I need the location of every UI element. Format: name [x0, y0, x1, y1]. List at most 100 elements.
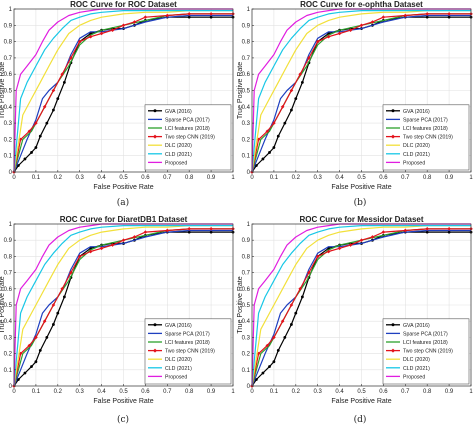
- series-point-4: [165, 228, 170, 233]
- series-point-4: [447, 12, 451, 16]
- series-group: [12, 8, 235, 174]
- series-point-1: [254, 378, 258, 381]
- y-tick-label: 0.2: [4, 137, 13, 143]
- y-tick-label: 1: [247, 7, 251, 13]
- legend-label-3: LCI features (2018): [165, 126, 210, 132]
- x-tick-label: 0.2: [292, 389, 301, 395]
- chart-panel-2: 0 0.1 0.2 0.3 0.4 0.5 0.6 0.7 0.8 0.9 1 0 0.1 0.2 0.3 0…: [237, 0, 473, 208]
- legend-label-2: Sparse PCA (2017): [165, 117, 210, 123]
- y-axis-label: True Positive Rate: [0, 62, 6, 119]
- y-tick-label: 0.3: [4, 335, 13, 341]
- x-tick-label: 0.7: [401, 175, 410, 181]
- series-line-6: [13, 225, 233, 387]
- series-point-4: [348, 243, 353, 247]
- chart-panel-4: 0 0.1 0.2 0.3 0.4 0.5 0.6 0.7 0.8 0.9 1 0 0.1 0.2 0.3 0…: [237, 215, 473, 425]
- series-point-1: [276, 134, 280, 138]
- legend-label-1: GVA (2016): [165, 323, 192, 329]
- series-point-4: [326, 249, 331, 254]
- x-tick-label: 0.8: [423, 175, 432, 181]
- series-point-4: [370, 235, 375, 239]
- x-tick-label: 0: [250, 175, 254, 181]
- y-tick-label: 0.6: [4, 72, 13, 78]
- legend-label-7: Proposed: [403, 374, 425, 380]
- series-point-1: [38, 134, 42, 138]
- series-point-1: [209, 230, 213, 234]
- x-tick-label: 0.2: [54, 175, 63, 181]
- y-tick-label: 0.4: [4, 319, 13, 325]
- y-axis-label: True Positive Rate: [237, 276, 244, 333]
- y-tick-label: 0.1: [242, 368, 251, 374]
- series-point-1: [272, 146, 276, 149]
- y-tick-label: 0.5: [242, 89, 251, 95]
- series-point-1: [56, 97, 60, 101]
- x-tick-label: 0.5: [357, 389, 366, 395]
- series-point-4: [209, 12, 213, 16]
- series-point-4: [403, 228, 408, 233]
- legend: GVA (2016) Sparse PCA (2017) LCI features …: [144, 104, 232, 171]
- series-point-4: [315, 254, 320, 259]
- series-point-1: [62, 80, 66, 84]
- series-point-4: [315, 39, 320, 44]
- legend-label-2: Sparse PCA (2017): [403, 331, 448, 337]
- y-tick-label: 0.4: [242, 319, 251, 325]
- y-tick-label: 0.6: [242, 287, 251, 293]
- x-tick-label: 0.7: [163, 175, 172, 181]
- series-point-1: [425, 15, 429, 19]
- series-point-1: [45, 336, 49, 339]
- series-point-4: [280, 105, 285, 109]
- series-point-4: [307, 270, 311, 275]
- x-tick-label: 0.6: [379, 175, 388, 181]
- series-point-4: [165, 13, 170, 18]
- series-point-4: [69, 56, 73, 60]
- y-tick-label: 0.5: [4, 303, 13, 309]
- x-axis-label: False Positive Rate: [331, 398, 391, 405]
- series-point-1: [16, 164, 20, 167]
- legend-label-5: DLC (2020): [165, 357, 192, 363]
- x-tick-label: 0.1: [32, 389, 41, 395]
- legend-box: [144, 318, 232, 385]
- series-point-4: [69, 270, 73, 275]
- series-point-1: [62, 295, 66, 299]
- x-tick-label: 0.1: [270, 175, 279, 181]
- series-point-4: [209, 227, 213, 231]
- series-point-4: [121, 238, 126, 242]
- y-tick-label: 0.2: [4, 352, 13, 358]
- series-point-1: [283, 121, 287, 125]
- series-point-4: [187, 227, 191, 231]
- y-tick-label: 0.9: [4, 23, 13, 29]
- series-point-4: [18, 351, 23, 356]
- series-point-4: [447, 227, 451, 231]
- series-point-4: [381, 230, 386, 234]
- series-point-1: [52, 323, 55, 326]
- y-tick-label: 0.7: [4, 271, 13, 277]
- figure-caption: (d): [354, 414, 367, 425]
- series-point-1: [187, 230, 191, 234]
- y-axis-label: True Positive Rate: [0, 276, 6, 333]
- series-point-4: [187, 12, 191, 16]
- legend-label-1: GVA (2016): [165, 109, 192, 115]
- legend: GVA (2016) Sparse PCA (2017) LCI features …: [382, 104, 470, 171]
- x-tick-label: 0.6: [141, 175, 150, 181]
- series-point-4: [99, 246, 104, 251]
- y-tick-label: 0: [9, 384, 13, 390]
- legend-marker: [153, 109, 157, 113]
- series-point-4: [60, 72, 64, 76]
- legend-marker: [391, 134, 395, 139]
- x-axis-label: False Positive Rate: [93, 398, 153, 405]
- legend-label-7: Proposed: [165, 160, 187, 166]
- series-point-1: [30, 151, 33, 154]
- series-point-1: [23, 371, 27, 375]
- legend-label-1: GVA (2016): [403, 109, 430, 115]
- series-point-1: [261, 157, 265, 161]
- series-point-4: [60, 287, 64, 291]
- legend-label-4: Two step CNN (2019): [403, 349, 453, 355]
- x-tick-label: 0.5: [119, 389, 128, 395]
- x-axis-label: False Positive Rate: [331, 184, 391, 191]
- legend-label-1: GVA (2016): [403, 323, 430, 329]
- y-tick-label: 1: [247, 222, 251, 228]
- series-point-1: [38, 348, 42, 352]
- series-point-4: [42, 319, 47, 323]
- legend-marker: [391, 323, 395, 327]
- y-tick-label: 0.3: [242, 335, 251, 341]
- series-point-4: [256, 351, 261, 356]
